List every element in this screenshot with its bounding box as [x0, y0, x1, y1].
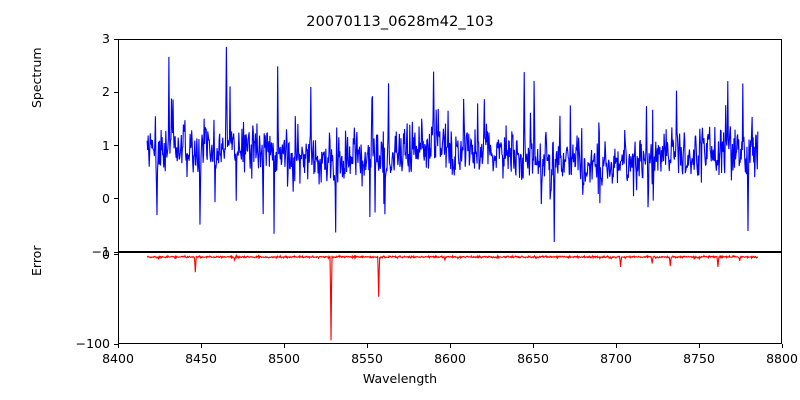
x-tick-mark: [781, 344, 783, 348]
x-tick-mark: [615, 344, 617, 348]
spectrum-plot-area: [118, 39, 782, 252]
x-tick-mark: [698, 344, 700, 348]
spectrum-ytick-label: 1: [102, 137, 110, 153]
error-ytick-mark: [114, 343, 118, 345]
x-tick-label: 8450: [185, 351, 217, 366]
spectrum-ytick-label: 0: [102, 190, 110, 206]
page-title: 20070113_0628m42_103: [306, 14, 494, 30]
spectrum-ytick-label: 2: [102, 84, 110, 100]
x-tick-label: 8800: [766, 351, 798, 366]
x-tick-label: 8550: [351, 351, 383, 366]
x-tick-label: 8600: [434, 351, 466, 366]
x-tick-label: 8750: [683, 351, 715, 366]
spectrum-ytick-label: −1: [91, 244, 110, 259]
x-tick-label: 8700: [600, 351, 632, 366]
x-tick-label: 8650: [517, 351, 549, 366]
x-tick-label: 8500: [268, 351, 300, 366]
x-tick-mark: [532, 344, 534, 348]
x-tick-mark: [449, 344, 451, 348]
spectrum-ytick-mark: [114, 198, 118, 200]
error-y-axis-label: Error: [29, 245, 44, 276]
error-trace: [119, 253, 781, 343]
x-tick-mark: [200, 344, 202, 348]
error-ytick-label: 0: [102, 246, 110, 262]
error-ytick-label: −100: [75, 336, 110, 351]
spectrum-y-axis-label: Spectrum: [29, 47, 44, 108]
spectrum-ytick-mark: [114, 38, 118, 40]
error-plot-area: [118, 252, 782, 344]
x-tick-mark: [366, 344, 368, 348]
x-tick-mark: [117, 344, 119, 348]
spectrum-ytick-label: 3: [102, 31, 110, 46]
x-tick-label: 8400: [102, 351, 134, 366]
x-tick-mark: [283, 344, 285, 348]
spectrum-ytick-mark: [114, 145, 118, 147]
spectrum-ytick-mark: [114, 91, 118, 93]
spectrum-trace: [119, 40, 781, 251]
x-axis-label: Wavelength: [362, 371, 438, 386]
error-ytick-mark: [114, 254, 118, 256]
spectrum-ytick-mark: [114, 251, 118, 253]
